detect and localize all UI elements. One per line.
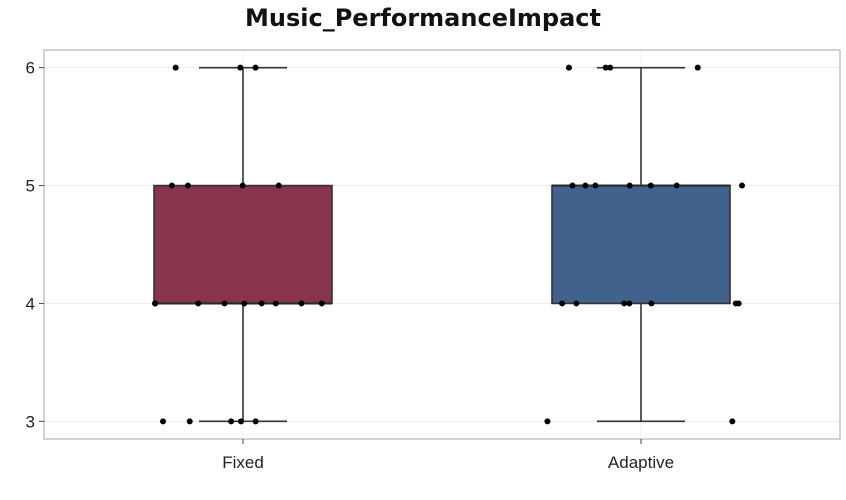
plot-border bbox=[43, 49, 841, 440]
y-tick-label: 3 bbox=[26, 412, 35, 431]
data-point bbox=[621, 300, 628, 307]
data-point bbox=[732, 300, 739, 307]
data-point bbox=[298, 300, 305, 307]
data-point bbox=[228, 418, 235, 425]
data-point bbox=[602, 64, 609, 71]
data-point bbox=[559, 300, 566, 307]
box-adaptive bbox=[551, 184, 731, 305]
data-point bbox=[237, 64, 244, 71]
box-fixed bbox=[153, 184, 333, 305]
data-point bbox=[172, 64, 179, 71]
data-point bbox=[252, 418, 259, 425]
data-point bbox=[565, 64, 572, 71]
data-point bbox=[238, 418, 245, 425]
data-point bbox=[239, 182, 246, 189]
y-tick-label: 6 bbox=[26, 59, 35, 78]
data-point bbox=[275, 182, 282, 189]
data-point bbox=[186, 418, 193, 425]
data-point bbox=[241, 300, 248, 307]
data-point bbox=[168, 182, 175, 189]
data-point bbox=[673, 182, 680, 189]
data-point bbox=[160, 418, 167, 425]
data-point bbox=[647, 182, 654, 189]
data-point bbox=[607, 64, 614, 71]
data-point bbox=[739, 182, 746, 189]
data-point bbox=[258, 300, 265, 307]
data-point bbox=[318, 300, 325, 307]
data-point bbox=[252, 64, 259, 71]
data-point bbox=[582, 182, 589, 189]
data-point bbox=[544, 418, 551, 425]
x-tick-label: Fixed bbox=[222, 453, 264, 472]
data-point bbox=[626, 182, 633, 189]
data-point bbox=[221, 300, 228, 307]
data-point bbox=[573, 300, 580, 307]
y-tick-label: 5 bbox=[26, 177, 35, 196]
data-point bbox=[694, 64, 701, 71]
data-point bbox=[729, 418, 736, 425]
x-tick-label: Adaptive bbox=[608, 453, 674, 472]
data-point bbox=[569, 182, 576, 189]
data-point bbox=[626, 300, 633, 307]
data-point bbox=[195, 300, 202, 307]
data-point bbox=[184, 182, 191, 189]
data-point bbox=[648, 300, 655, 307]
y-tick-label: 4 bbox=[26, 294, 35, 313]
data-point bbox=[272, 300, 279, 307]
chart-title: Music_PerformanceImpact bbox=[245, 4, 601, 32]
data-point bbox=[592, 182, 599, 189]
data-point bbox=[151, 300, 158, 307]
